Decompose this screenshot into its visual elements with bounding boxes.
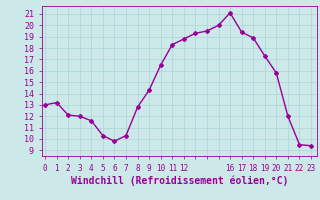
X-axis label: Windchill (Refroidissement éolien,°C): Windchill (Refroidissement éolien,°C) bbox=[70, 175, 288, 186]
